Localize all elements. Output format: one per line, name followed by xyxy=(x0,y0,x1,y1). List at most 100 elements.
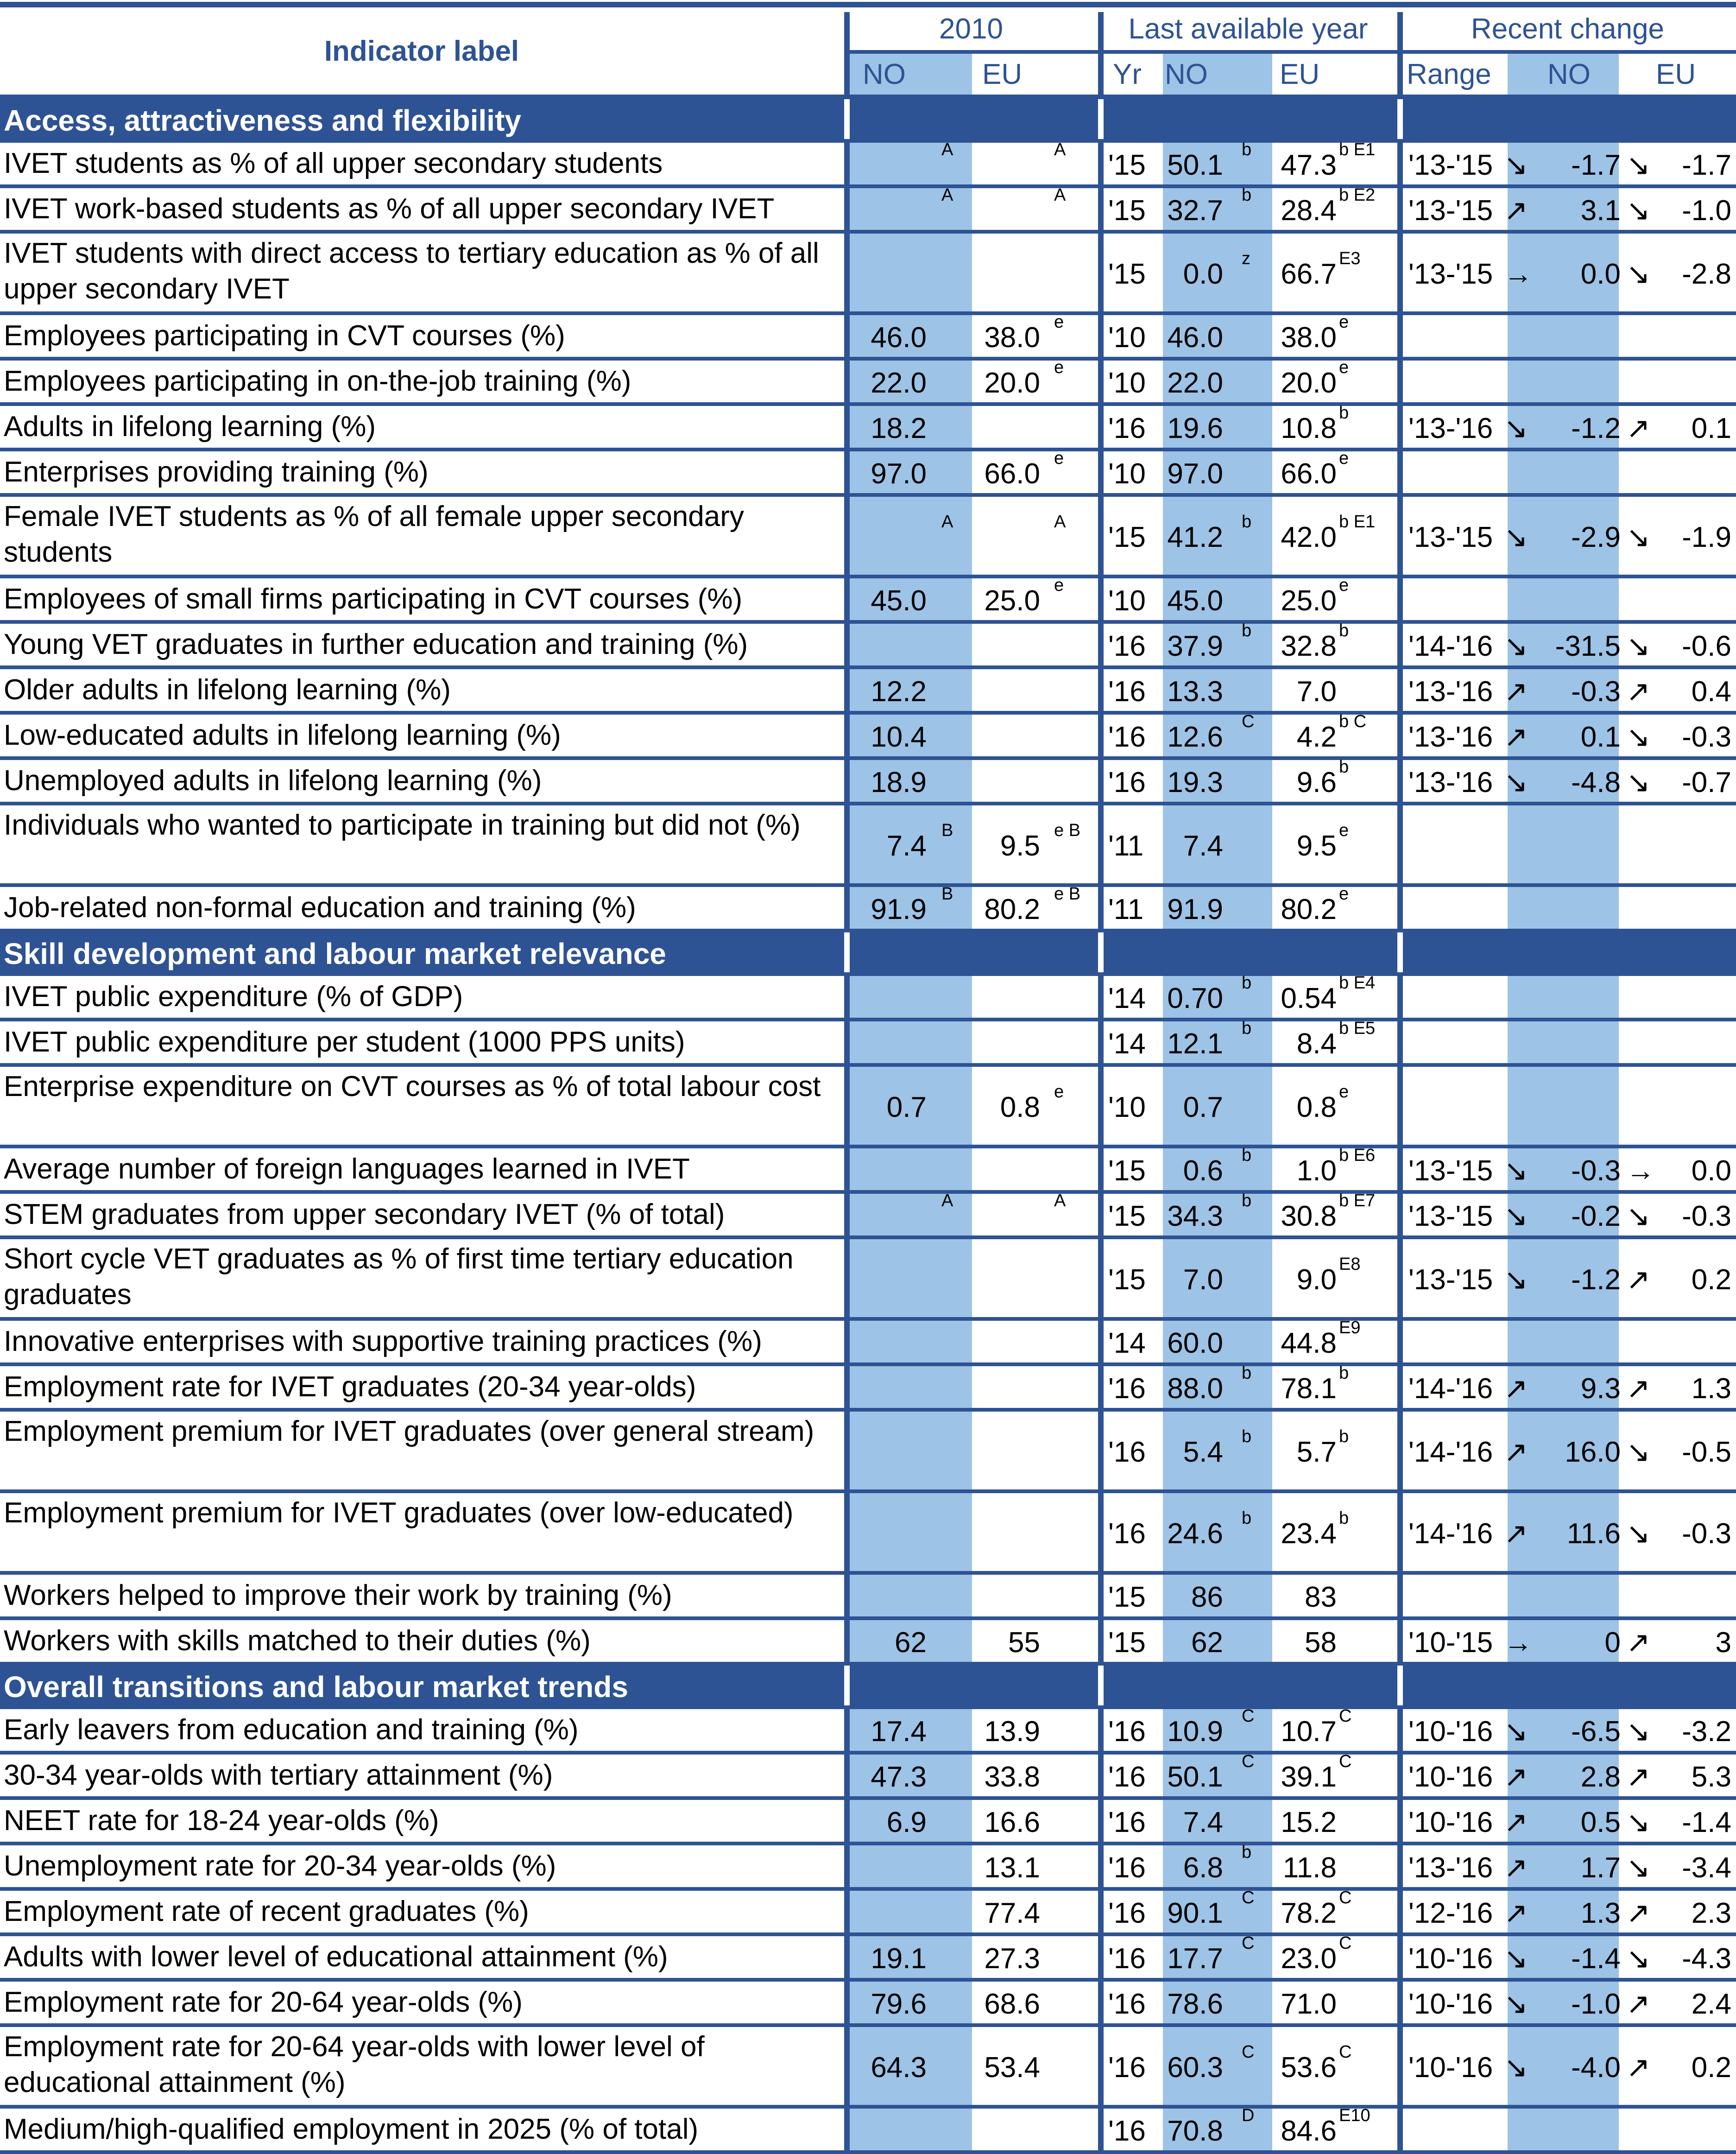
value-no-change: -1.0 xyxy=(1571,1988,1621,2020)
value-eu-last: 44.8 xyxy=(1281,1327,1337,1359)
value-eu-last: 25.0 xyxy=(1281,585,1337,617)
value-year: '14 xyxy=(1108,982,1146,1014)
value-eu-last: 9.6 xyxy=(1296,767,1337,798)
flag-no-last: b xyxy=(1242,1508,1252,1528)
group-divider xyxy=(1397,1982,1403,2023)
value-eu-change: -1.4 xyxy=(1682,1806,1731,1838)
value-no-change: -4.0 xyxy=(1571,2052,1621,2084)
value-no-change: 0.0 xyxy=(1580,258,1621,290)
column-highlight xyxy=(1163,1321,1272,1362)
group-divider xyxy=(1397,1620,1403,1662)
value-year: '16 xyxy=(1108,767,1146,798)
group-divider xyxy=(844,1067,850,1145)
group-divider xyxy=(1098,1067,1104,1145)
value-no-2010: 19.1 xyxy=(871,1943,927,1975)
trend-arrow-no: ↘ xyxy=(1504,1155,1528,1187)
group-divider xyxy=(844,1493,850,1571)
row-rule xyxy=(0,493,1736,497)
column-highlight xyxy=(850,143,972,184)
value-eu-2010: 16.6 xyxy=(984,1806,1040,1838)
column-highlight xyxy=(850,624,972,665)
group-divider xyxy=(1098,1891,1104,1932)
trend-arrow-no: ↘ xyxy=(1504,1200,1528,1232)
value-year: '16 xyxy=(1108,1988,1146,2020)
group-divider xyxy=(844,1021,850,1063)
value-range: '10-'16 xyxy=(1408,1716,1493,1748)
column-highlight xyxy=(1163,1575,1272,1616)
group-divider xyxy=(1397,1412,1403,1489)
column-highlight xyxy=(850,2109,972,2150)
value-no-last: 0.70 xyxy=(1167,982,1223,1014)
row-rule xyxy=(0,230,1736,234)
trend-arrow-eu: ↘ xyxy=(1626,1806,1650,1838)
group-divider xyxy=(1397,1239,1403,1317)
indicator-label: Young VET graduates in further education… xyxy=(4,628,748,660)
column-highlight xyxy=(1163,497,1272,575)
column-highlight xyxy=(850,976,972,1018)
value-range: '14-'16 xyxy=(1408,1518,1493,1550)
column-highlight xyxy=(1508,451,1619,493)
group-divider xyxy=(1098,315,1104,357)
column-highlight xyxy=(1508,1936,1619,1978)
group-divider xyxy=(1098,669,1104,711)
value-eu-last: 10.8 xyxy=(1281,412,1337,444)
value-no-last: 17.7 xyxy=(1167,1943,1223,1975)
header-bottom-rule xyxy=(0,95,1736,99)
trend-arrow-eu: ↗ xyxy=(1626,2052,1650,2084)
column-highlight xyxy=(1163,143,1272,184)
flag-eu-last: b E1 xyxy=(1339,512,1376,532)
section-band xyxy=(1104,932,1397,972)
column-highlight xyxy=(1508,1148,1619,1190)
section-title: Overall transitions and labour market tr… xyxy=(4,1670,628,1704)
column-highlight xyxy=(1508,361,1619,402)
column-highlight xyxy=(1508,1366,1619,1408)
value-eu-change: -0.3 xyxy=(1682,1518,1731,1550)
value-range: '13-'15 xyxy=(1408,195,1493,227)
group-divider xyxy=(1098,1493,1104,1571)
row-rule xyxy=(0,1887,1736,1891)
group-divider xyxy=(1098,361,1104,402)
column-highlight xyxy=(850,1936,972,1978)
column-highlight xyxy=(1508,2027,1619,2105)
column-highlight xyxy=(1163,1709,1272,1751)
value-no-last: 32.7 xyxy=(1167,195,1223,227)
value-no-last: 0.0 xyxy=(1183,258,1223,290)
column-highlight xyxy=(1163,715,1272,756)
section-rule xyxy=(0,1705,1736,1709)
value-eu-change: -0.3 xyxy=(1682,1200,1731,1232)
value-range: '14-'16 xyxy=(1408,630,1493,662)
value-no-change: 16.0 xyxy=(1565,1436,1621,1468)
value-eu-change: -2.8 xyxy=(1682,258,1731,290)
group-divider xyxy=(1098,887,1104,929)
value-year: '15 xyxy=(1108,258,1146,290)
column-highlight xyxy=(850,1412,972,1489)
sub-no-last: NO xyxy=(1165,58,1208,90)
value-no-last: 62 xyxy=(1191,1627,1223,1659)
group-divider xyxy=(1397,1891,1403,1932)
subheader-highlight xyxy=(850,54,972,95)
row-rule xyxy=(0,184,1736,188)
column-highlight xyxy=(850,1194,972,1235)
value-no-2010: 0.7 xyxy=(886,1091,927,1123)
flag-eu-last: e xyxy=(1339,449,1349,468)
row-rule xyxy=(0,2150,1736,2154)
header-group-divider xyxy=(844,12,850,95)
value-eu-last: 78.1 xyxy=(1281,1373,1337,1405)
flag-eu-2010: e xyxy=(1054,312,1064,332)
sub-eu-last: EU xyxy=(1280,58,1320,90)
value-no-last: 46.0 xyxy=(1167,322,1223,354)
flag-no-last: b xyxy=(1242,140,1252,159)
group-divider xyxy=(1098,715,1104,756)
group-divider xyxy=(1397,1575,1403,1616)
value-no-last: 6.8 xyxy=(1183,1852,1223,1884)
trend-arrow-eu: ↗ xyxy=(1626,1627,1650,1659)
value-no-2010: 18.2 xyxy=(871,412,927,444)
trend-arrow-no: ↗ xyxy=(1504,1897,1528,1929)
group-divider xyxy=(1098,451,1104,493)
column-highlight xyxy=(1508,188,1619,230)
value-eu-change: 2.4 xyxy=(1691,1988,1731,2020)
value-no-change: -31.5 xyxy=(1555,630,1621,662)
column-highlight xyxy=(850,406,972,448)
value-eu-last: 7.0 xyxy=(1296,676,1337,708)
column-highlight xyxy=(850,188,972,230)
